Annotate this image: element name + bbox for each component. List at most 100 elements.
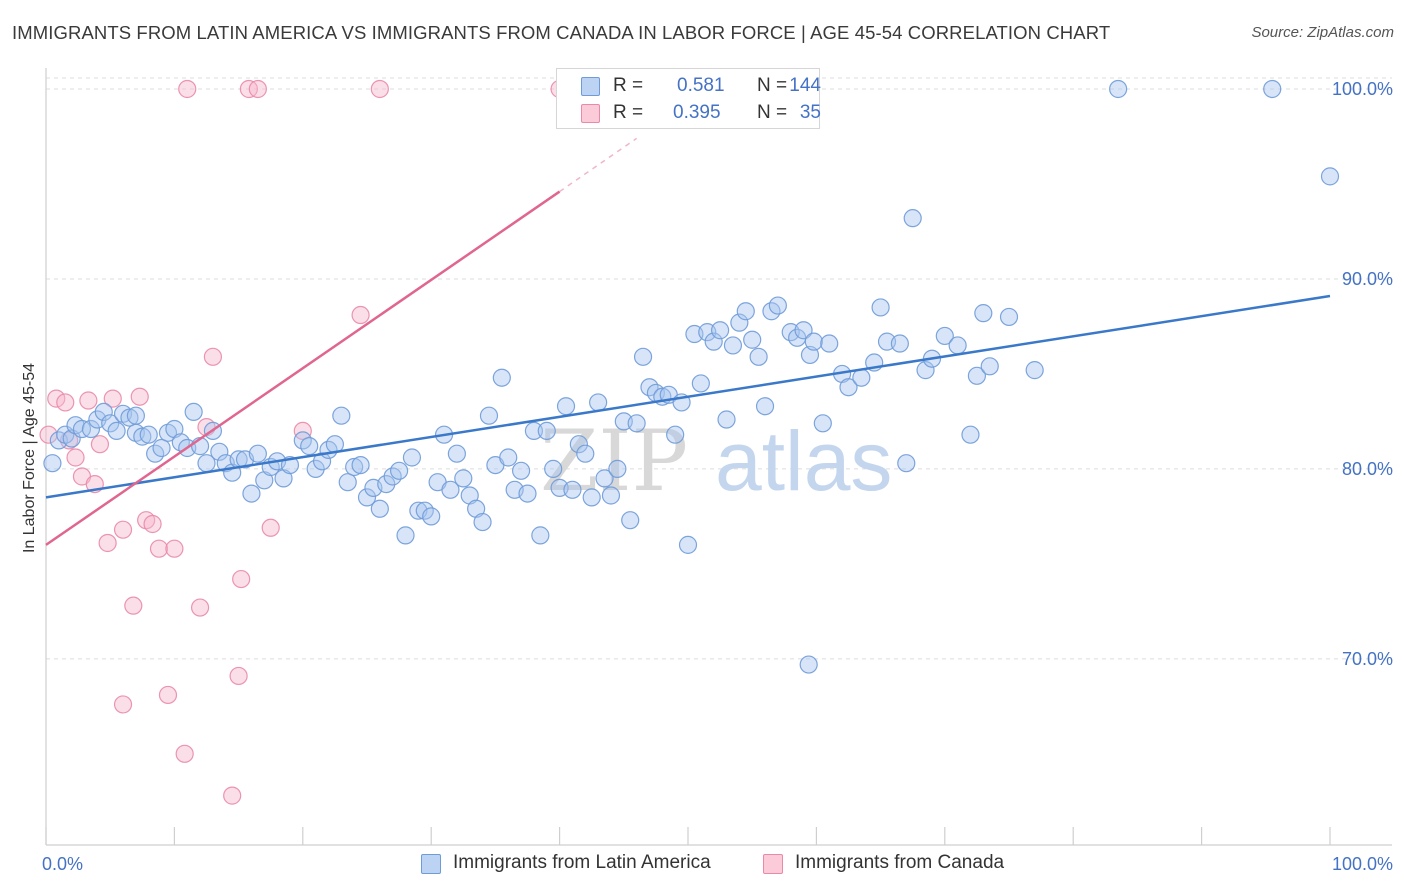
point-latin-america: [839, 378, 858, 397]
point-latin-america: [300, 437, 319, 456]
point-latin-america: [749, 347, 768, 366]
point-latin-america: [120, 408, 139, 427]
bottom-legend-swatch-blue: [421, 854, 441, 874]
point-canada: [165, 539, 184, 558]
point-canada: [178, 79, 197, 99]
point-latin-america: [81, 419, 101, 439]
point-canada: [66, 448, 85, 467]
point-latin-america: [974, 304, 993, 323]
point-latin-america: [43, 454, 62, 473]
point-canada: [293, 421, 312, 441]
point-latin-america: [1263, 79, 1282, 99]
point-latin-america: [717, 410, 736, 429]
point-latin-america: [736, 302, 755, 321]
legend-r-label: R =: [613, 102, 644, 123]
point-latin-america: [479, 406, 499, 425]
point-latin-america: [133, 427, 152, 446]
point-latin-america: [621, 511, 640, 530]
point-canada: [98, 533, 117, 553]
tick-labels: 70.0% 80.0% 90.0% 100.0% 0.0% 100.0%: [42, 79, 1393, 874]
point-canada: [130, 387, 149, 406]
point-latin-america: [242, 484, 261, 503]
point-latin-america: [306, 459, 325, 478]
legend-swatch-pink: [581, 104, 600, 123]
point-latin-america: [608, 459, 627, 478]
point-latin-america: [563, 480, 582, 499]
legend-r-value: 0.581: [677, 75, 725, 96]
point-latin-america: [935, 326, 954, 346]
bottom-legend-label: Immigrants from Latin America: [453, 852, 711, 873]
point-canada: [190, 598, 210, 617]
point-latin-america: [511, 461, 531, 480]
point-canada: [79, 391, 98, 410]
point-latin-america: [524, 421, 544, 441]
point-latin-america: [948, 336, 967, 355]
point-latin-america: [126, 406, 145, 425]
point-latin-america: [454, 469, 473, 488]
y-tick-label: 100.0%: [1332, 79, 1393, 99]
point-latin-america: [589, 393, 608, 412]
point-latin-america: [691, 374, 710, 393]
point-latin-america: [139, 425, 158, 444]
point-latin-america: [980, 357, 999, 376]
point-latin-america: [370, 499, 389, 518]
point-latin-america: [1320, 167, 1340, 186]
point-latin-america: [794, 321, 813, 340]
point-latin-america: [537, 421, 556, 441]
point-latin-america: [730, 313, 749, 332]
point-latin-america: [492, 368, 511, 387]
chart-title: IMMIGRANTS FROM LATIN AMERICA VS IMMIGRA…: [12, 22, 1111, 43]
legend-n-value: 35: [799, 102, 821, 123]
point-canada: [149, 539, 169, 558]
y-tick-label: 70.0%: [1342, 649, 1393, 669]
source-credit: Source: ZipAtlas.com: [1251, 24, 1394, 41]
point-latin-america: [820, 334, 839, 353]
point-latin-america: [518, 484, 537, 503]
point-canada: [113, 520, 133, 539]
point-canada: [143, 514, 162, 534]
x-tick-label-max: 100.0%: [1332, 854, 1393, 874]
y-tick-label: 90.0%: [1342, 269, 1393, 289]
point-canada: [223, 786, 242, 805]
point-latin-america: [447, 444, 466, 463]
point-latin-america: [101, 414, 120, 433]
point-latin-america: [710, 321, 730, 340]
point-latin-america: [704, 332, 723, 351]
trend-lines: [45, 137, 1331, 546]
point-latin-america: [871, 298, 890, 317]
point-latin-america: [351, 455, 370, 475]
series-canada-points: [39, 79, 569, 805]
point-latin-america: [595, 469, 614, 488]
point-canada: [248, 79, 267, 99]
point-latin-america: [666, 425, 685, 444]
point-latin-america: [544, 459, 563, 478]
point-latin-america: [332, 406, 351, 425]
point-canada: [370, 79, 389, 99]
point-latin-america: [1109, 79, 1128, 99]
point-latin-america: [396, 526, 415, 545]
legend-r-label: R =: [613, 75, 644, 96]
trend-line-latin-america: [45, 294, 1331, 499]
point-canada: [103, 389, 122, 408]
point-latin-america: [967, 366, 987, 385]
point-latin-america: [601, 486, 621, 505]
gridlines: [46, 77, 1392, 660]
point-canada: [261, 518, 280, 537]
point-latin-america: [107, 421, 126, 441]
point-latin-america: [582, 488, 601, 507]
point-canada: [90, 435, 110, 454]
trend-line-canada-extension: [559, 137, 638, 193]
point-latin-america: [1025, 361, 1044, 380]
legend-n-value: 144: [789, 75, 821, 96]
point-canada: [56, 393, 75, 412]
point-latin-america: [627, 414, 646, 433]
point-canada: [175, 744, 194, 763]
point-latin-america: [473, 512, 492, 532]
point-canada: [203, 347, 223, 366]
point-latin-america: [799, 655, 818, 674]
point-latin-america: [184, 402, 203, 422]
point-latin-america: [852, 368, 871, 387]
point-latin-america: [897, 454, 916, 473]
point-latin-america: [338, 473, 357, 492]
point-latin-america: [556, 397, 576, 416]
